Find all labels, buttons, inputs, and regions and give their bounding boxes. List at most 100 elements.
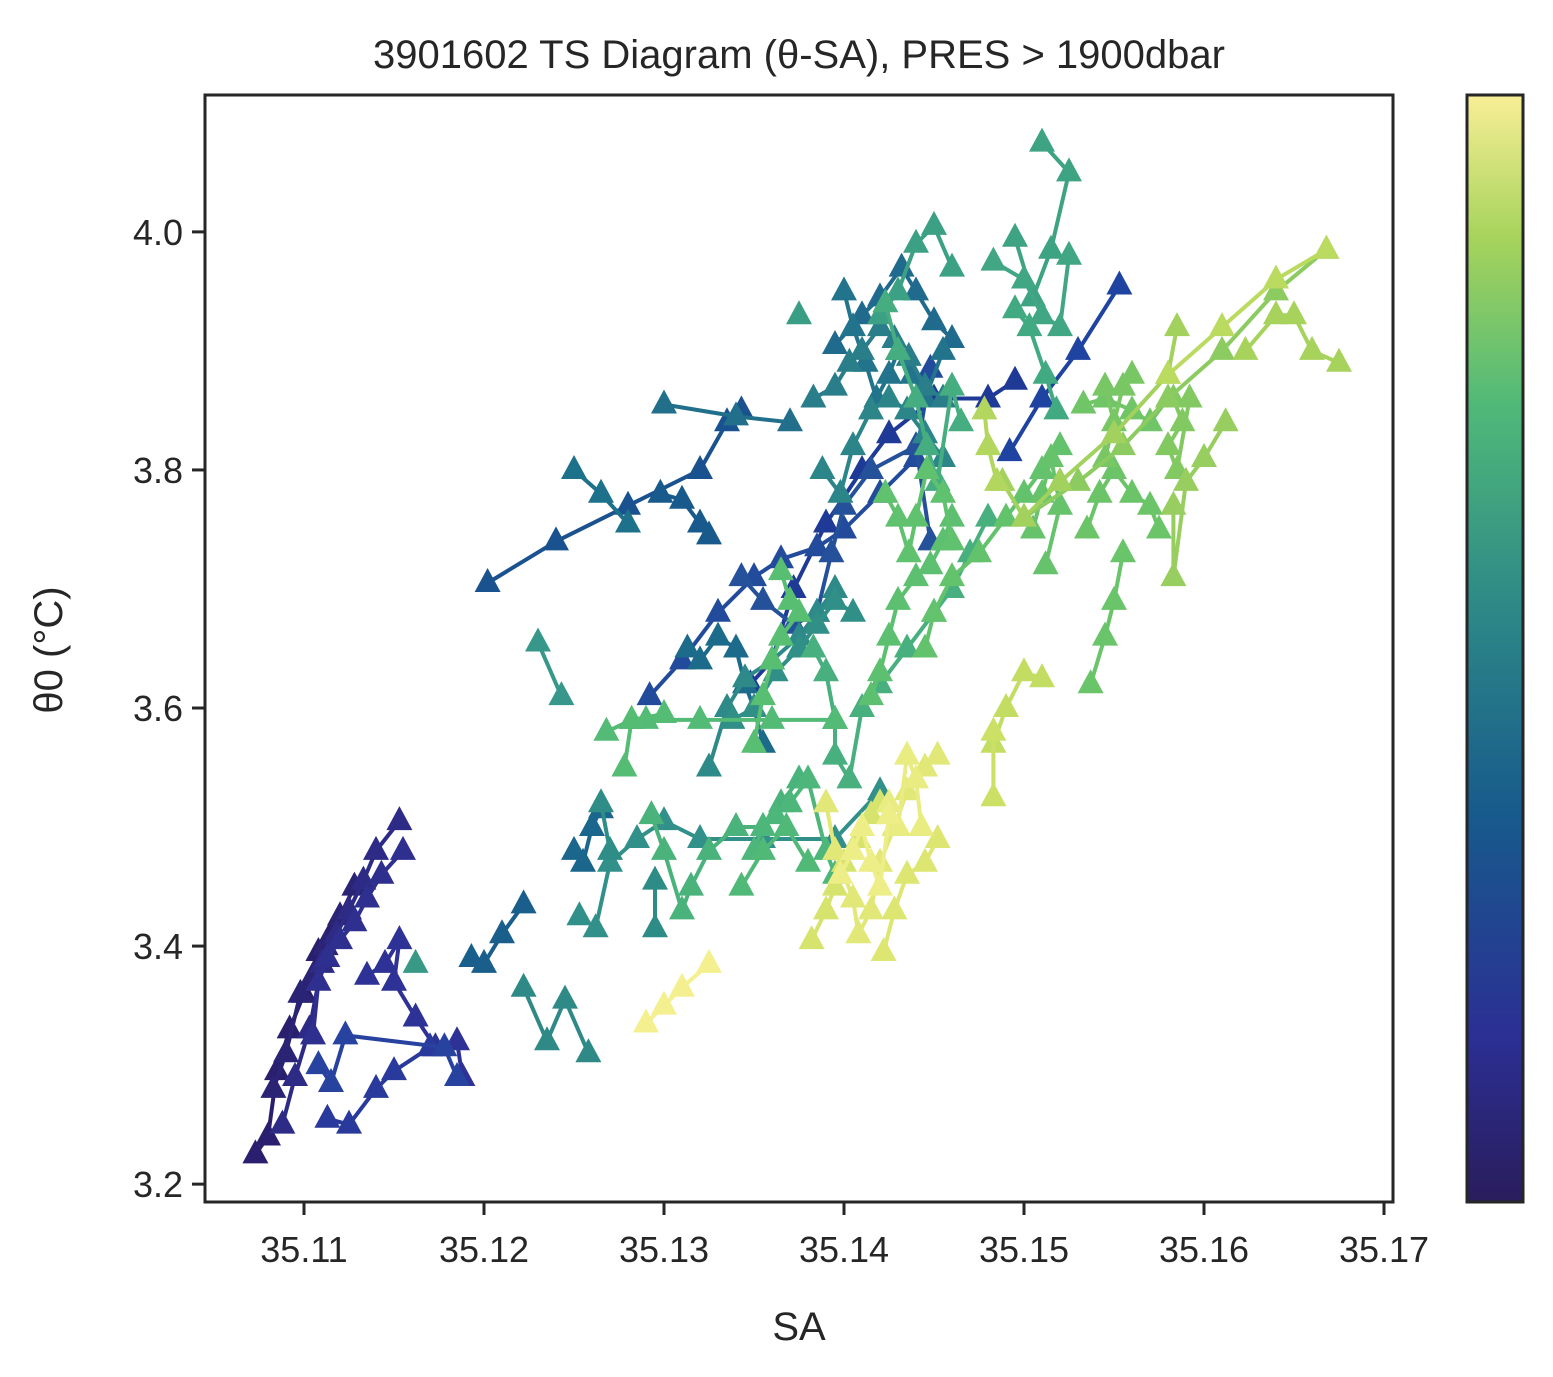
data-point [872, 288, 899, 313]
data-point [1016, 312, 1043, 337]
series-39 [728, 812, 821, 896]
data-point [1047, 312, 1073, 337]
data-point [674, 633, 701, 658]
data-point [996, 437, 1023, 462]
series-47 [1077, 538, 1136, 694]
data-point [836, 764, 863, 789]
data-point [930, 478, 956, 503]
y-tick-label: 3.6 [133, 688, 183, 729]
x-axis-title: SA [772, 1305, 826, 1349]
data-point [895, 538, 922, 563]
data-point [386, 925, 413, 950]
data-point [885, 276, 911, 301]
data-point [525, 627, 551, 652]
data-point [1263, 264, 1289, 289]
data-point [1056, 157, 1082, 182]
data-point [579, 812, 605, 836]
series-58 [980, 657, 1055, 753]
series-17 [651, 389, 803, 432]
data-point [813, 657, 839, 682]
data-point [908, 812, 935, 836]
data-point [1086, 478, 1113, 503]
data-point [921, 210, 947, 235]
data-point [363, 1073, 389, 1098]
data-point [282, 1062, 308, 1086]
data-point [534, 1026, 560, 1051]
data-point [651, 990, 677, 1015]
series-13 [458, 889, 537, 973]
series-37 [638, 764, 812, 920]
data-point [876, 359, 902, 384]
data-point [975, 431, 1001, 456]
data-point [1101, 419, 1127, 444]
data-point [618, 704, 645, 729]
data-point [1232, 335, 1259, 360]
data-point [1047, 490, 1073, 515]
data-point [705, 597, 731, 622]
series-53 [1160, 407, 1239, 587]
data-point [566, 901, 593, 926]
data-point [705, 621, 731, 646]
data-point [768, 621, 794, 646]
data-point [624, 824, 650, 848]
data-point [768, 556, 794, 581]
data-point [728, 871, 755, 896]
series-57 [1155, 234, 1340, 384]
y-axis-title: θ0 (°C) [27, 586, 71, 713]
data-point [1011, 264, 1037, 289]
data-point [678, 871, 704, 896]
data-point [885, 585, 911, 610]
data-point [363, 835, 389, 860]
data-point [615, 490, 641, 515]
data-point [827, 859, 854, 884]
data-point [242, 1139, 269, 1164]
data-point [966, 538, 992, 563]
data-point [876, 621, 902, 646]
data-point [269, 1109, 296, 1134]
data-point [1002, 294, 1028, 319]
data-point [687, 704, 713, 729]
data-point [1101, 585, 1127, 610]
data-point [651, 835, 677, 860]
data-point [903, 276, 929, 301]
data-point [1119, 478, 1145, 503]
data-point [431, 1032, 458, 1057]
series-6 [305, 1020, 470, 1092]
data-point [1070, 389, 1097, 414]
data-point [732, 663, 758, 688]
data-point [1056, 240, 1082, 265]
series-24 [510, 972, 602, 1063]
y-tick-label: 3.8 [133, 450, 183, 491]
data-point [372, 948, 398, 973]
data-point [921, 597, 947, 622]
data-point [1155, 431, 1181, 456]
data-point [1106, 270, 1133, 295]
data-point [489, 919, 515, 944]
data-point [876, 800, 902, 825]
data-point [1043, 395, 1070, 420]
data-point [588, 478, 614, 503]
series-27 [642, 865, 668, 938]
series-59 [980, 716, 1007, 807]
x-tick-label: 35.14 [799, 1229, 889, 1270]
data-point [1065, 466, 1091, 491]
data-point [1209, 312, 1235, 337]
data-point [1092, 621, 1118, 646]
series-65 [633, 948, 722, 1033]
data-point [870, 937, 897, 961]
data-point [1074, 514, 1100, 539]
data-point [750, 585, 776, 610]
data-point [1011, 657, 1037, 682]
data-point [939, 526, 965, 551]
data-point [381, 1056, 407, 1081]
data-point [980, 716, 1007, 741]
data-point [894, 740, 920, 765]
series-29 [402, 948, 429, 973]
data-point [543, 526, 569, 551]
x-axis: 35.11 35.12 35.13 35.14 35.15 35.16 35.17 [260, 1202, 1429, 1270]
data-point [1032, 359, 1059, 384]
data-point [1092, 371, 1118, 396]
series-30 [786, 300, 812, 325]
data-point [845, 919, 872, 944]
data-point [728, 562, 755, 587]
